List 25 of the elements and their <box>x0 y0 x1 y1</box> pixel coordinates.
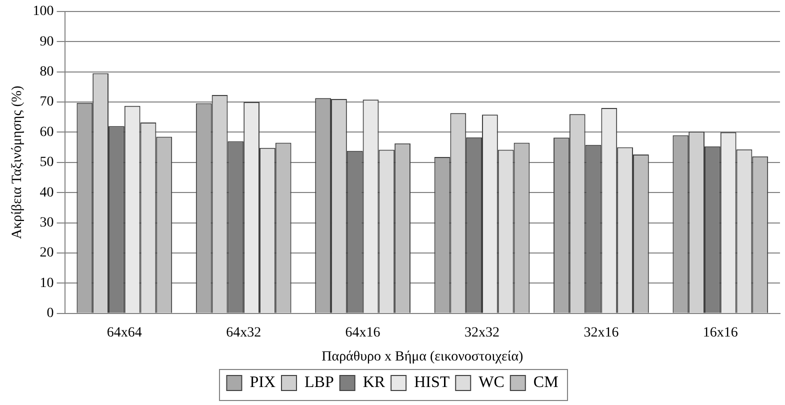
y-tick-label: 90 <box>40 34 54 50</box>
y-tick-label: 0 <box>46 306 54 322</box>
y-tick-label: 40 <box>40 185 54 200</box>
x-axis-title: Παράθυρο x Βήμα (εικονοστοιχεία) <box>322 349 524 364</box>
y-tick-label: 100 <box>32 4 54 20</box>
x-tick-label: 32x32 <box>464 325 500 340</box>
y-tick-label: 30 <box>40 215 54 230</box>
y-axis-title: Ακρίβεια Ταξινόμησης (%) <box>10 85 26 240</box>
y-tick-label: 60 <box>40 124 54 140</box>
legend-label: PIX <box>250 374 276 392</box>
legend-label: LBP <box>304 374 334 392</box>
legend-label: WC <box>478 374 504 392</box>
y-tick-label: 10 <box>40 276 54 291</box>
y-tick-label: 50 <box>40 155 54 170</box>
y-tick-label: 70 <box>40 94 54 110</box>
legend-label: CM <box>533 374 558 392</box>
y-tick-label: 80 <box>40 64 54 80</box>
x-tick-label: 64x32 <box>226 325 262 340</box>
x-tick-label: 32x16 <box>584 325 619 340</box>
y-tick-label: 20 <box>40 246 54 261</box>
legend-label: KR <box>362 374 386 392</box>
x-tick-label: 16x16 <box>702 325 738 340</box>
x-tick-label: 64x16 <box>345 325 380 340</box>
legend-label: HIST <box>414 374 450 392</box>
x-tick-label: 64x64 <box>106 325 142 340</box>
